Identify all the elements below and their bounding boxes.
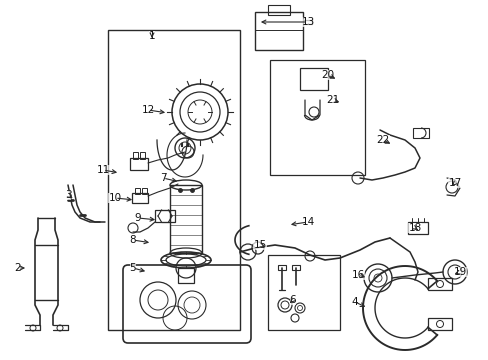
Text: 10: 10 <box>108 193 122 203</box>
Text: 22: 22 <box>376 135 389 145</box>
Text: 6: 6 <box>289 295 296 305</box>
Text: 15: 15 <box>253 240 266 250</box>
Bar <box>254 12 303 50</box>
Bar <box>130 158 148 170</box>
Text: 13: 13 <box>301 17 314 27</box>
Bar <box>412 128 428 138</box>
Text: 2: 2 <box>15 263 21 273</box>
Bar <box>299 68 327 90</box>
Text: 8: 8 <box>129 235 136 245</box>
Bar <box>269 60 364 175</box>
Bar <box>140 152 145 159</box>
Text: 3: 3 <box>64 190 71 200</box>
Text: 12: 12 <box>141 105 154 115</box>
Bar <box>170 185 202 253</box>
Bar <box>267 255 339 330</box>
Text: 1: 1 <box>148 31 155 41</box>
Bar <box>142 188 147 194</box>
Bar <box>267 5 289 15</box>
Text: 16: 16 <box>351 270 364 280</box>
Text: 18: 18 <box>407 223 421 233</box>
Bar <box>178 268 194 283</box>
Text: 11: 11 <box>96 165 109 175</box>
Text: 20: 20 <box>321 70 334 80</box>
Bar <box>135 188 140 194</box>
Text: 14: 14 <box>301 217 314 227</box>
Bar <box>133 152 138 159</box>
Text: 19: 19 <box>452 267 466 277</box>
Bar <box>132 193 148 203</box>
Bar <box>291 265 299 270</box>
Text: 9: 9 <box>134 213 141 223</box>
Text: 7: 7 <box>160 173 166 183</box>
Text: 4: 4 <box>351 297 358 307</box>
Text: 21: 21 <box>325 95 339 105</box>
Bar <box>155 210 175 222</box>
Bar <box>407 222 427 234</box>
Bar <box>108 30 240 330</box>
Text: 5: 5 <box>129 263 136 273</box>
Text: 17: 17 <box>447 178 461 188</box>
Bar <box>427 278 451 290</box>
Bar <box>427 318 451 330</box>
Bar <box>278 265 285 270</box>
